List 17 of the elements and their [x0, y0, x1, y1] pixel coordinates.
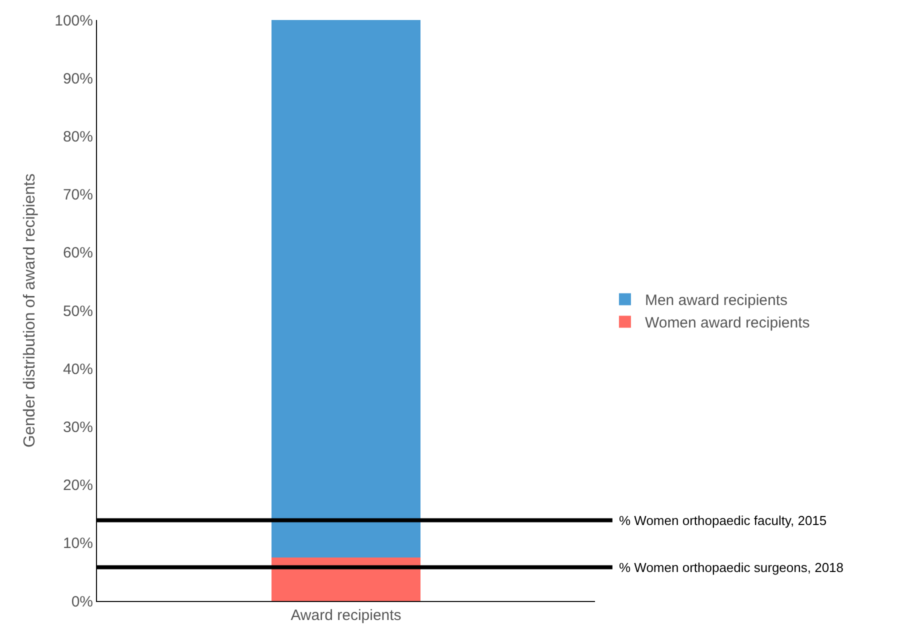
- x-tick-label: Award recipients: [290, 607, 402, 624]
- legend-label: Men award recipients: [644, 292, 788, 310]
- y-tick-label: 90%: [62, 70, 93, 88]
- y-tick-label: 10%: [62, 535, 93, 552]
- legend-label: Women award recipients: [644, 314, 810, 332]
- ref-line-label: % Women orthopaedic faculty, 2015: [619, 513, 827, 528]
- y-tick-label: 0%: [71, 593, 93, 610]
- y-tick-label: 30%: [62, 418, 93, 436]
- y-tick-label: 70%: [62, 186, 93, 204]
- y-tick-label: 100%: [54, 12, 93, 30]
- y-tick-label: 80%: [62, 128, 93, 146]
- y-tick-label: 40%: [62, 360, 93, 378]
- ref-line-label: % Women orthopaedic surgeons, 2018: [619, 560, 844, 575]
- y-tick-label: 60%: [62, 244, 93, 262]
- y-tick-label: 50%: [62, 302, 93, 320]
- y-axis-title: Gender distribution of award recipients: [22, 174, 39, 448]
- y-tick-label: 20%: [62, 477, 93, 494]
